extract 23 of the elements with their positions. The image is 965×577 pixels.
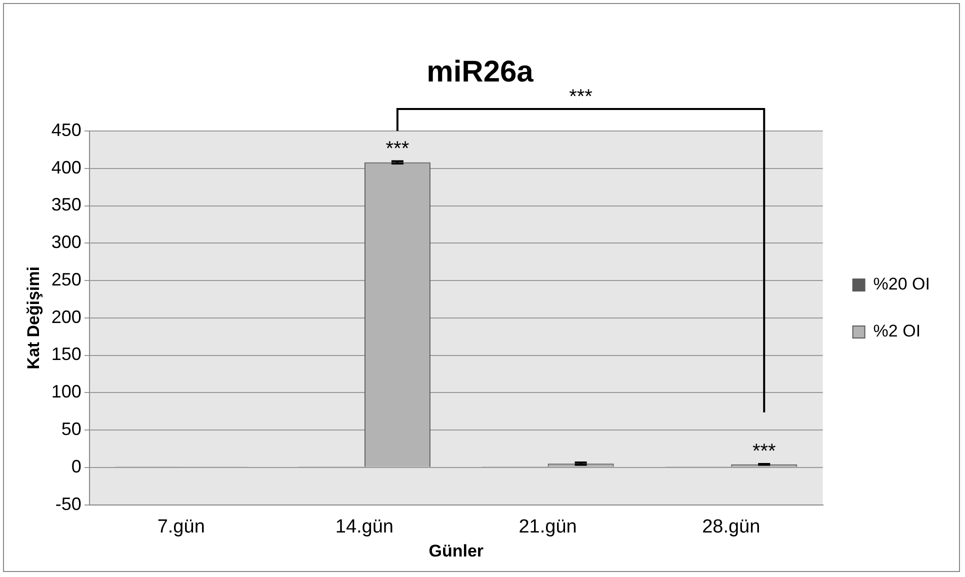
- y-tick-label: 50: [61, 419, 82, 440]
- y-tick-label: 0: [71, 456, 82, 476]
- x-tick-label: 7.gün: [157, 516, 205, 538]
- y-tick-label: 400: [51, 157, 82, 178]
- y-tick-label: -50: [55, 494, 82, 514]
- y-axis-title: Kat Değişimi: [24, 266, 43, 370]
- y-tick-label: 300: [51, 232, 82, 252]
- y-tick-label: 250: [51, 269, 82, 290]
- legend-label: %20 OI: [873, 274, 930, 294]
- x-axis-title: Günler: [428, 541, 484, 560]
- y-tick-label: 100: [51, 382, 82, 402]
- text: ***: [569, 86, 593, 108]
- annotation: ***: [386, 138, 410, 160]
- y-tick-label: 450: [51, 120, 82, 140]
- annotation: ***: [752, 440, 776, 463]
- y-tick-label: 200: [51, 306, 82, 327]
- y-tick-label: 150: [51, 344, 82, 364]
- chart-title: miR26a: [426, 55, 534, 88]
- y-tick-label: 350: [51, 194, 82, 215]
- x-tick-label: 28.gün: [702, 516, 760, 538]
- x-tick-label: 21.gün: [518, 516, 577, 538]
- legend-label: %2 OI: [873, 322, 921, 341]
- x-tick-label: 14.gün: [335, 516, 394, 538]
